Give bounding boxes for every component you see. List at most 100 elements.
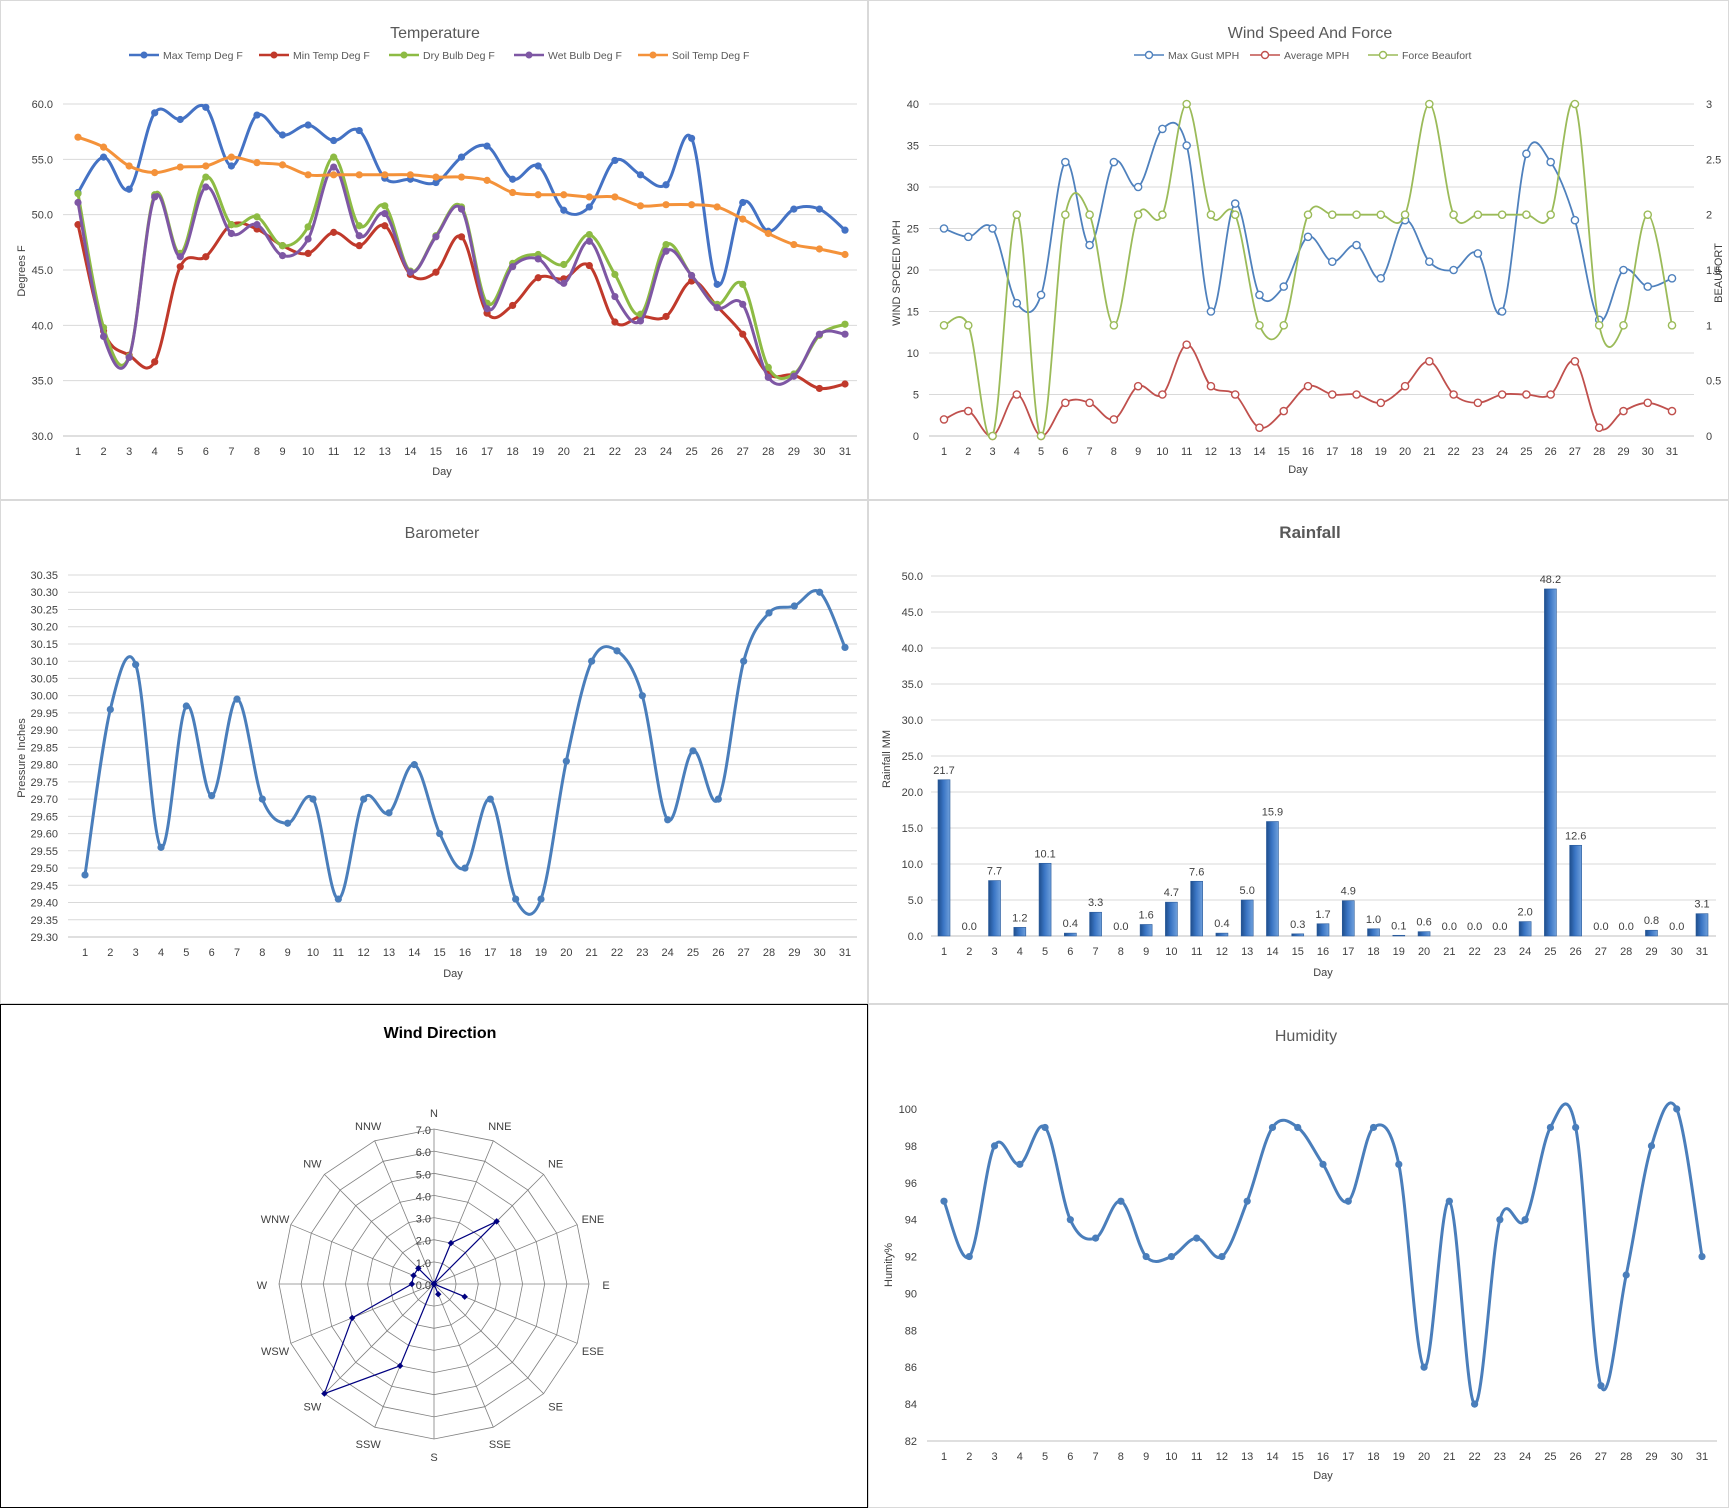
wind-point (963, 406, 973, 416)
wind-x-tick: 13 (1229, 446, 1241, 458)
temp-point (202, 103, 210, 111)
temp-x-tick: 28 (762, 446, 774, 458)
rainfall-x-axis-label: Day (1313, 967, 1333, 979)
temp-x-tick: 27 (737, 446, 749, 458)
temp-point (688, 134, 696, 142)
hum-x-tick: 15 (1292, 1451, 1304, 1463)
wind-x-tick: 4 (1014, 446, 1020, 458)
temp-point (202, 173, 210, 181)
wind-x-tick: 7 (1087, 446, 1093, 458)
temp-point (381, 209, 389, 218)
hum-x-tick: 19 (1393, 1451, 1405, 1463)
wind-point (1279, 282, 1289, 291)
baro-y-tick: 29.45 (30, 880, 58, 892)
rainfall-bar (1064, 932, 1077, 937)
temp-point (585, 261, 593, 270)
wind-legend-marker (1260, 50, 1270, 60)
temperature-title: Temperature (390, 25, 480, 42)
wind-direction-radial-tick: 5.0 (416, 1169, 431, 1181)
temp-point (841, 226, 849, 234)
wind-direction-radial-tick: 0.0 (416, 1280, 431, 1292)
hum-point (1622, 1271, 1630, 1279)
temp-point (790, 372, 798, 380)
wind-direction-radial-ticks: 0.01.02.03.04.05.06.07.0 (416, 1125, 431, 1292)
wind-legend-marker (1378, 50, 1388, 60)
wind-y-tick: 30 (907, 182, 919, 194)
wind-point (939, 321, 949, 330)
temp-series-4 (74, 133, 849, 259)
hum-x-tick: 11 (1191, 1451, 1202, 1463)
wind-point (1327, 390, 1337, 399)
baro-x-tick: 30 (814, 947, 826, 959)
temperature-y-axis-label: Degrees F (16, 245, 28, 297)
hum-x-tick: 22 (1468, 1451, 1480, 1463)
rainfall-bar (1316, 923, 1330, 937)
temp-point (764, 363, 772, 371)
temp-point (330, 153, 338, 161)
hum-point (1319, 1160, 1327, 1168)
temp-point (790, 240, 798, 249)
rainfall-data-label: 3.3 (1088, 897, 1103, 909)
wind-direction-point (447, 1239, 455, 1247)
wind-point (1449, 265, 1458, 275)
hum-point (1344, 1197, 1352, 1205)
baro-point (182, 702, 190, 710)
baro-point (714, 795, 722, 803)
rainfall-x-tick: 28 (1620, 946, 1632, 958)
wind-point (1158, 210, 1167, 219)
temp-x-tick: 5 (177, 446, 183, 458)
temp-point (841, 380, 849, 388)
temp-series-2 (74, 153, 849, 380)
temp-point (151, 169, 159, 177)
wind-point (1400, 381, 1410, 391)
temp-point (739, 198, 747, 207)
wind-speed-plot: Wind Speed And Force Max Gust MPH Average… (891, 25, 1725, 476)
hum-x-tick: 3 (991, 1451, 997, 1463)
wind-point (1109, 321, 1119, 330)
baro-y-tick: 30.30 (30, 587, 58, 599)
temp-point (815, 330, 824, 338)
baro-point (258, 795, 266, 803)
wind-direction-title: Wind Direction (384, 1025, 497, 1042)
temp-point (432, 173, 440, 181)
temp-point (227, 229, 235, 238)
hum-point (940, 1197, 948, 1205)
temp-point (534, 191, 542, 199)
rainfall-y-tick: 40.0 (902, 643, 923, 655)
temp-legend-label: Wet Bulb Deg F (548, 50, 622, 62)
wind-y-tick: 15 (907, 307, 919, 319)
temp-point (585, 193, 593, 201)
wind-y-tick: 0 (913, 431, 919, 443)
baro-y-tick: 29.95 (30, 708, 58, 720)
wind-x-tick: 14 (1253, 446, 1265, 458)
wind-point (1085, 210, 1094, 219)
wind-speed-x-axis-label: Day (1288, 464, 1308, 476)
rainfall-data-label: 48.2 (1540, 574, 1561, 586)
rainfall-x-tick: 30 (1671, 946, 1683, 958)
wind-point (1158, 124, 1167, 134)
hum-point (1243, 1197, 1251, 1205)
baro-point (106, 705, 114, 714)
rainfall-bar (1291, 933, 1305, 937)
rainfall-bar (1645, 929, 1658, 937)
baro-x-tick: 7 (234, 947, 240, 959)
wind-direction-spoke (290, 1283, 435, 1344)
wind-point (1109, 415, 1119, 424)
temp-point (330, 136, 338, 145)
rainfall-bar (1392, 934, 1406, 937)
temp-point (662, 201, 670, 209)
barometer-chart: Barometer 29.30 29.35 29.40 29.45 29.50 29.55… (0, 500, 868, 1004)
temp-point (534, 274, 542, 282)
temp-point (662, 181, 670, 189)
wind-point (1522, 390, 1531, 399)
wind-legend-marker (1144, 50, 1154, 60)
wind-direction-point (348, 1314, 356, 1322)
wind-point (1303, 210, 1313, 219)
rainfall-data-label: 0.4 (1063, 918, 1078, 930)
wind-legend-label: Average MPH (1284, 50, 1349, 62)
hum-point (1369, 1123, 1378, 1132)
temp-legend-marker (400, 51, 408, 59)
wind-y-tick: 10 (907, 348, 919, 360)
temp-point (381, 171, 389, 179)
temp-x-tick: 3 (126, 446, 132, 458)
